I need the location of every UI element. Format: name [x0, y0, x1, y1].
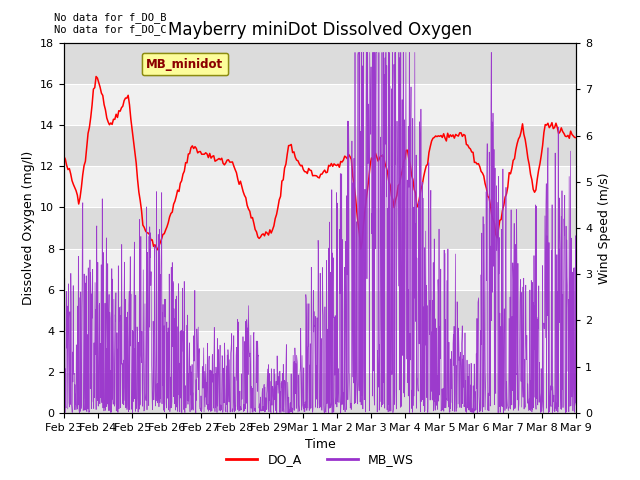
- Text: No data for f_DO_C: No data for f_DO_C: [54, 24, 167, 35]
- Y-axis label: Dissolved Oxygen (mg/l): Dissolved Oxygen (mg/l): [22, 151, 35, 305]
- X-axis label: Time: Time: [305, 438, 335, 451]
- Legend: DO_A, MB_WS: DO_A, MB_WS: [221, 448, 419, 471]
- Y-axis label: Wind Speed (m/s): Wind Speed (m/s): [598, 172, 611, 284]
- Bar: [64, 289, 576, 331]
- Bar: [64, 43, 576, 84]
- Bar: [64, 125, 576, 167]
- Bar: [64, 372, 576, 413]
- Legend: MB_minidot: MB_minidot: [141, 53, 228, 75]
- Title: Mayberry miniDot Dissolved Oxygen: Mayberry miniDot Dissolved Oxygen: [168, 21, 472, 39]
- Bar: [64, 207, 576, 249]
- Text: No data for f_DO_B: No data for f_DO_B: [54, 12, 167, 23]
